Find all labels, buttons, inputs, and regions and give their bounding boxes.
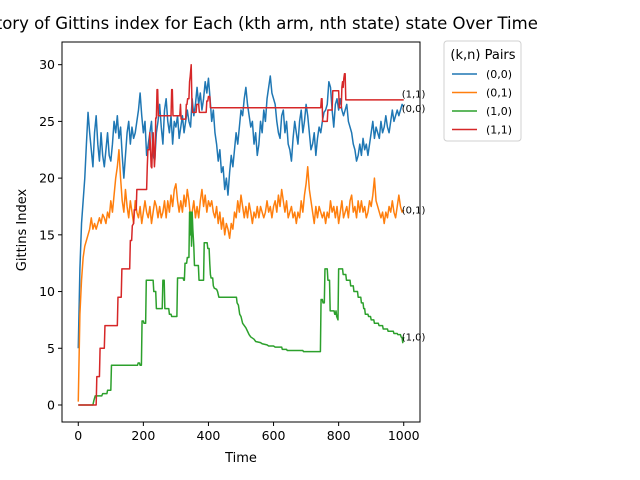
y-axis-label: Gittins Index bbox=[15, 188, 30, 271]
y-tick-label: 25 bbox=[39, 114, 55, 129]
y-tick-label: 10 bbox=[39, 284, 55, 299]
series-lines bbox=[77, 63, 405, 406]
y-tick-label: 20 bbox=[39, 171, 55, 186]
series-end-label-1: (0,1) bbox=[402, 205, 426, 216]
legend-entry-1: (0,1) bbox=[486, 87, 512, 100]
plot-area: 0 200 400 600 800 1000 0 5 10 15 20 25 30 (0,0) (0,1) (… bbox=[39, 41, 426, 443]
y-tick-label: 15 bbox=[39, 227, 55, 242]
x-axis-label: Time bbox=[224, 451, 257, 466]
y-tick-label: 30 bbox=[39, 57, 55, 72]
series-line-2 bbox=[78, 211, 405, 406]
x-tick-label: 800 bbox=[327, 428, 351, 443]
axes-frame bbox=[61, 41, 421, 423]
series-line-0 bbox=[77, 75, 405, 349]
x-tick-label: 600 bbox=[262, 428, 286, 443]
legend-entry-0: (0,0) bbox=[486, 68, 512, 81]
series-end-label-0: (0,0) bbox=[402, 104, 426, 115]
x-tick-label: 400 bbox=[197, 428, 221, 443]
x-tick-label: 0 bbox=[74, 428, 82, 443]
legend-entry-2: (1,0) bbox=[486, 105, 512, 118]
series-line-3 bbox=[78, 63, 404, 406]
y-tick-label: 0 bbox=[47, 397, 55, 412]
chart-title: History of Gittins index for Each (kth a… bbox=[0, 14, 538, 33]
legend-entry-3: (1,1) bbox=[486, 124, 512, 137]
x-tick-label: 200 bbox=[131, 428, 155, 443]
y-tick-label: 5 bbox=[47, 341, 55, 356]
x-tick-label: 1000 bbox=[388, 428, 420, 443]
legend-frame bbox=[443, 40, 522, 142]
legend-title: (k,n) Pairs bbox=[450, 48, 515, 63]
series-line-1 bbox=[77, 149, 405, 402]
series-end-label-3: (1,1) bbox=[402, 89, 426, 100]
legend: (k,n) Pairs (0,0) (0,1) (1,0) (1,1) bbox=[443, 40, 522, 142]
series-end-label-2: (1,0) bbox=[402, 332, 426, 343]
